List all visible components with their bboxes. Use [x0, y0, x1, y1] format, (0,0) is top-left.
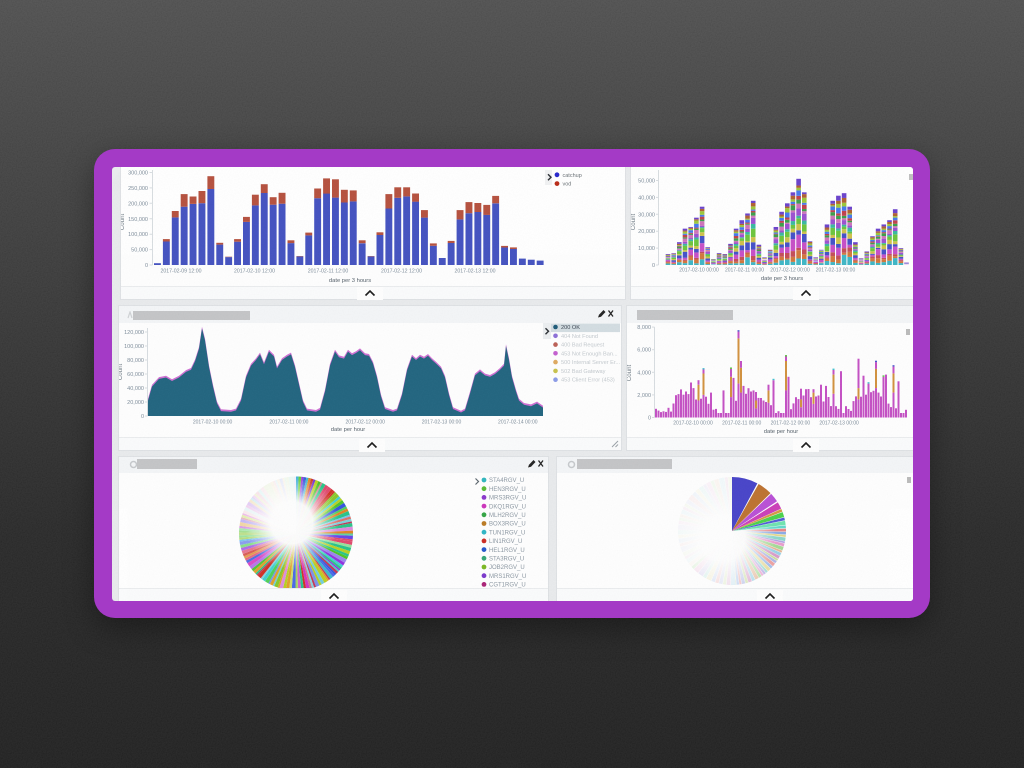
svg-text:50,000: 50,000 [638, 179, 655, 185]
svg-text:2017-02-14 00:00: 2017-02-14 00:00 [498, 420, 538, 426]
svg-text:120,000: 120,000 [124, 330, 144, 336]
svg-text:Count: Count [631, 213, 637, 230]
svg-text:date per hour: date per hour [764, 429, 799, 435]
svg-text:60,000: 60,000 [127, 372, 144, 378]
svg-text:2017-02-13 00:00: 2017-02-13 00:00 [816, 268, 856, 274]
svg-text:40,000: 40,000 [638, 195, 655, 201]
svg-text:10,000: 10,000 [638, 246, 655, 252]
svg-text:0: 0 [648, 416, 651, 422]
svg-text:453 Client Error (453): 453 Client Error (453) [561, 378, 615, 384]
svg-text:100,000: 100,000 [124, 344, 144, 350]
svg-text:2017-02-11 00:00: 2017-02-11 00:00 [722, 421, 761, 427]
svg-text:2017-02-10 00:00: 2017-02-10 00:00 [193, 420, 233, 426]
svg-text:200 OK: 200 OK [561, 325, 580, 331]
svg-text:LIN1RGV_U: LIN1RGV_U [489, 539, 522, 545]
svg-text:400 Bad Request: 400 Bad Request [561, 343, 605, 349]
svg-text:502 Bad Gateway: 502 Bad Gateway [561, 369, 606, 375]
svg-text:453 Not Enough Ban...: 453 Not Enough Ban... [561, 351, 618, 357]
svg-text:catchup: catchup [563, 173, 582, 179]
svg-text:2017-02-09 12:00: 2017-02-09 12:00 [161, 269, 202, 275]
svg-text:MLH2RGV_U: MLH2RGV_U [489, 513, 526, 519]
svg-text:2017-02-13 00:00: 2017-02-13 00:00 [819, 421, 859, 427]
svg-text:Count: Count [121, 213, 126, 230]
svg-text:6,000: 6,000 [637, 348, 651, 354]
svg-text:80,000: 80,000 [127, 358, 144, 364]
svg-text:50,000: 50,000 [131, 248, 148, 254]
svg-text:DKQ1RGV_U: DKQ1RGV_U [489, 504, 526, 510]
svg-text:HEL1RGV_U: HEL1RGV_U [489, 548, 525, 554]
svg-text:0: 0 [652, 263, 655, 269]
svg-text:40,000: 40,000 [127, 386, 144, 392]
svg-text:4,000: 4,000 [637, 370, 651, 376]
svg-text:Count: Count [627, 364, 633, 381]
svg-text:2017-02-12 00:00: 2017-02-12 00:00 [770, 268, 810, 274]
svg-text:300,000: 300,000 [128, 171, 148, 177]
svg-text:date per 3 hours: date per 3 hours [761, 276, 803, 282]
svg-text:STA3RGV_U: STA3RGV_U [489, 557, 524, 563]
svg-text:8,000: 8,000 [637, 325, 651, 331]
svg-text:2017-02-11 00:00: 2017-02-11 00:00 [725, 268, 764, 274]
svg-text:date per 3 hours: date per 3 hours [329, 278, 371, 284]
svg-text:TUN1RGV_U: TUN1RGV_U [489, 530, 525, 536]
svg-text:2017-02-10 12:00: 2017-02-10 12:00 [234, 269, 275, 275]
svg-text:20,000: 20,000 [127, 400, 144, 406]
svg-text:150,000: 150,000 [128, 217, 148, 223]
svg-text:MRS3RGV_U: MRS3RGV_U [489, 496, 526, 502]
svg-text:vod: vod [563, 182, 572, 188]
svg-text:2017-02-11 12:00: 2017-02-11 12:00 [308, 269, 349, 275]
svg-text:404 Not Found: 404 Not Found [561, 334, 598, 340]
svg-text:BOX3RGV_U: BOX3RGV_U [489, 522, 526, 528]
svg-text:0: 0 [141, 414, 144, 420]
svg-text:2017-02-13 00:00: 2017-02-13 00:00 [422, 420, 462, 426]
svg-text:2017-02-12 00:00: 2017-02-12 00:00 [771, 421, 811, 427]
svg-text:0: 0 [145, 263, 148, 269]
svg-text:MRS1RGV_U: MRS1RGV_U [489, 574, 526, 580]
svg-text:250,000: 250,000 [128, 186, 148, 192]
svg-text:STA4RGV_U: STA4RGV_U [489, 478, 524, 484]
svg-text:2017-02-10 00:00: 2017-02-10 00:00 [679, 268, 719, 274]
svg-text:30,000: 30,000 [638, 212, 655, 218]
svg-text:2017-02-10 00:00: 2017-02-10 00:00 [673, 421, 713, 427]
svg-text:2,000: 2,000 [637, 393, 651, 399]
svg-text:Count: Count [119, 363, 124, 380]
svg-text:2017-02-13 12:00: 2017-02-13 12:00 [455, 269, 496, 275]
svg-text:HEN3RGV_U: HEN3RGV_U [489, 487, 526, 493]
svg-text:2017-02-11 00:00: 2017-02-11 00:00 [269, 420, 308, 426]
svg-text:20,000: 20,000 [638, 229, 655, 235]
svg-text:CGT1RGV_U: CGT1RGV_U [489, 583, 526, 589]
svg-text:200,000: 200,000 [128, 201, 148, 207]
svg-text:500 Internal Server Er...: 500 Internal Server Er... [561, 360, 621, 366]
svg-text:date per hour: date per hour [331, 427, 366, 433]
svg-text:2017-02-12 12:00: 2017-02-12 12:00 [381, 269, 422, 275]
svg-text:2017-02-12 00:00: 2017-02-12 00:00 [345, 420, 385, 426]
svg-text:JOB2RGV_U: JOB2RGV_U [489, 565, 525, 571]
svg-text:100,000: 100,000 [128, 232, 148, 238]
